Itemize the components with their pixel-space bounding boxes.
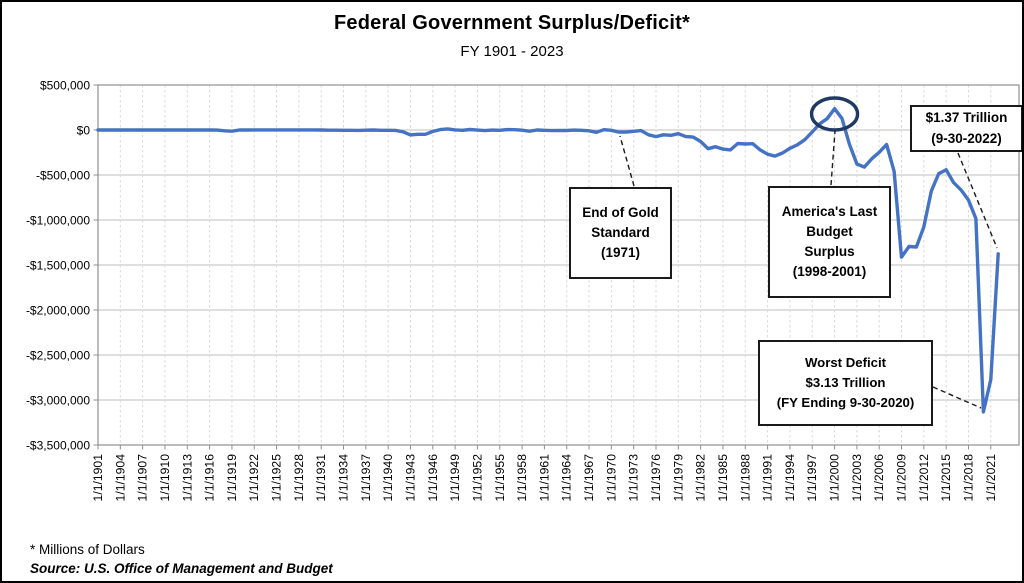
x-axis-tick-label: 1/1/2000 — [828, 454, 842, 502]
x-axis-tick-label: 1/1/1901 — [91, 454, 105, 502]
x-axis-tick-label: 1/1/1997 — [805, 454, 819, 502]
x-axis-tick-label: 1/1/1961 — [537, 454, 551, 502]
callout-deficit-2022: $1.37 Trillion (9-30-2022) — [910, 105, 1022, 152]
y-axis-tick-label: -$1,000,000 — [26, 214, 90, 228]
x-axis-tick-label: 1/1/2021 — [984, 454, 998, 502]
x-axis-tick-label: 1/1/1922 — [247, 454, 261, 502]
x-axis-tick-label: 1/1/1982 — [694, 454, 708, 502]
x-axis-tick-label: 1/1/1970 — [604, 454, 618, 502]
surplus-deficit-line — [96, 106, 1000, 414]
x-axis-tick-label: 1/1/1937 — [359, 454, 373, 502]
surplus-circle-annotation — [809, 96, 860, 132]
x-axis-tick-label: 1/1/1991 — [761, 454, 775, 502]
x-axis-tick-label: 1/1/2018 — [961, 454, 975, 502]
x-axis-tick-label: 1/1/1943 — [403, 454, 417, 502]
connector-deficit-2022 — [957, 152, 998, 249]
x-axis-tick-label: 1/1/1931 — [314, 454, 328, 502]
x-axis-tick-label: 1/1/1967 — [582, 454, 596, 502]
x-axis-tick-label: 1/1/2012 — [917, 454, 931, 502]
y-axis-tick-label: -$3,000,000 — [26, 394, 90, 408]
chart-title: Federal Government Surplus/Deficit* — [334, 12, 690, 34]
x-axis-tick-label: 1/1/1994 — [783, 454, 797, 502]
x-axis-tick-label: 1/1/1928 — [292, 454, 306, 502]
x-axis-tick-label: 1/1/1916 — [203, 454, 217, 502]
y-axis-tick-label: $0 — [77, 124, 91, 138]
x-axis-tick-label: 1/1/2006 — [872, 454, 886, 502]
footnote-millions-of-dollars: * Millions of Dollars — [30, 542, 145, 557]
y-axis-tick-label: -$2,500,000 — [26, 349, 90, 363]
callout-end-of-gold-standard: End of Gold Standard (1971) — [569, 187, 672, 279]
x-axis-tick-label: 1/1/1979 — [671, 454, 685, 502]
x-axis-tick-label: 1/1/1919 — [225, 454, 239, 502]
y-axis-tick-label: -$3,500,000 — [26, 439, 90, 453]
x-axis-tick-label: 1/1/1964 — [560, 454, 574, 502]
x-axis-tick-label: 1/1/1907 — [136, 454, 150, 502]
y-axis-tick-label: -$1,500,000 — [26, 259, 90, 273]
callout-worst-deficit: Worst Deficit $3.13 Trillion (FY Ending … — [758, 340, 933, 426]
x-axis-tick-label: 1/1/2003 — [850, 454, 864, 502]
x-axis-tick-label: 1/1/1958 — [515, 454, 529, 502]
x-axis-tick-label: 1/1/1940 — [381, 454, 395, 502]
x-axis-tick-label: 1/1/1973 — [627, 454, 641, 502]
y-axis-tick-label: $500,000 — [40, 79, 90, 93]
x-axis-tick-label: 1/1/1904 — [113, 454, 127, 502]
x-axis-tick-label: 1/1/1985 — [716, 454, 730, 502]
x-axis-tick-label: 1/1/1976 — [649, 454, 663, 502]
x-axis-tick-label: 1/1/1913 — [180, 454, 194, 502]
x-axis-tick-label: 1/1/1988 — [738, 454, 752, 502]
x-axis-tick-label: 1/1/1946 — [426, 454, 440, 502]
x-axis-tick-label: 1/1/2009 — [895, 454, 909, 502]
x-axis-tick-label: 1/1/1952 — [470, 454, 484, 502]
connector-gold-standard — [619, 135, 635, 187]
footnote-source: Source: U.S. Office of Management and Bu… — [30, 561, 333, 576]
connector-worst-deficit — [932, 386, 982, 409]
y-axis-tick-label: -$500,000 — [36, 169, 90, 183]
x-axis-tick-label: 1/1/1910 — [158, 454, 172, 502]
x-axis-tick-label: 1/1/2015 — [939, 454, 953, 502]
x-axis-tick-label: 1/1/1925 — [270, 454, 284, 502]
x-axis-tick-label: 1/1/1934 — [337, 454, 351, 502]
callout-last-budget-surplus: America's Last Budget Surplus (1998-2001… — [768, 186, 891, 298]
y-axis-tick-label: -$2,000,000 — [26, 304, 90, 318]
connector-last-surplus — [830, 130, 836, 186]
chart-subtitle: FY 1901 - 2023 — [460, 43, 564, 60]
x-axis-tick-label: 1/1/1949 — [448, 454, 462, 502]
x-axis-tick-label: 1/1/1955 — [493, 454, 507, 502]
